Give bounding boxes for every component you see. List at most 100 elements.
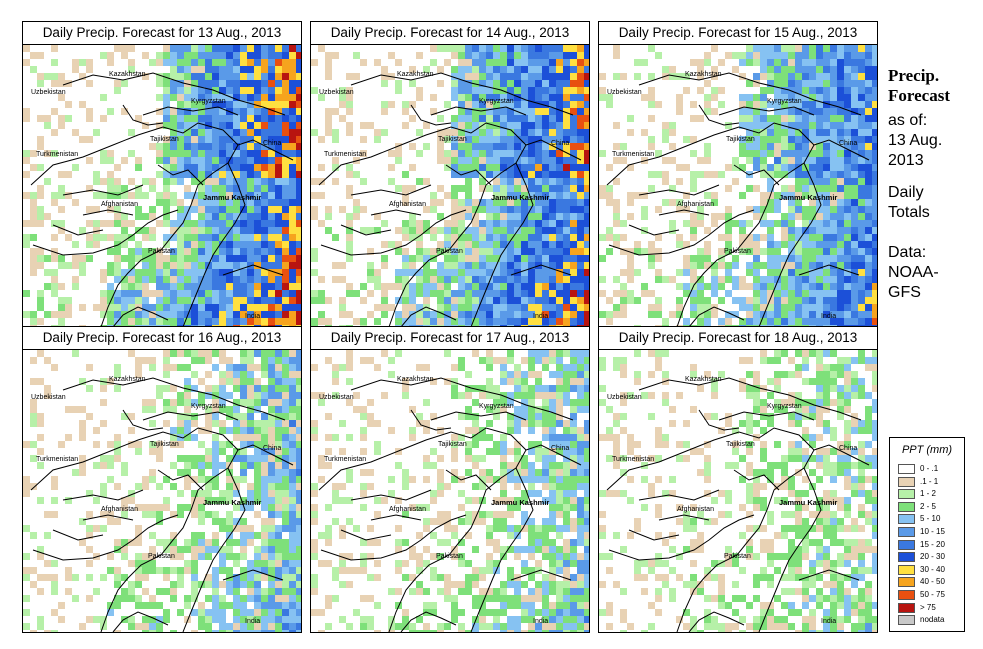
legend-title: PPT (mm) — [901, 444, 953, 456]
ppt-legend: PPT (mm) 0 - .1 .1 - 1 1 - 2 2 - 5 5 - 10 10 … — [889, 437, 965, 632]
legend-swatch — [898, 577, 915, 588]
legend-swatch — [898, 501, 915, 512]
map-label-pakistan: Pakistan — [436, 248, 463, 255]
map-canvas: Kazakhstan Uzbekistan Kyrgyzstan Tajikistan… — [311, 350, 589, 632]
map-label-uzbekistan: Uzbekistan — [31, 394, 66, 401]
map-label-afghanistan: Afghanistan — [389, 201, 426, 208]
map-label-kazakhstan: Kazakhstan — [685, 71, 722, 78]
country-borders — [606, 72, 870, 327]
panel-title: Daily Precip. Forecast for 13 Aug., 2013 — [22, 21, 302, 45]
map-label-kyrgyzstan: Kyrgyzstan — [767, 403, 802, 410]
as-of-block: as of: 13 Aug. 2013 — [888, 111, 980, 171]
side-title: Precip. Forecast — [888, 66, 978, 106]
map-label-turkmenistan: Turkmenistan — [612, 151, 654, 158]
forecast-panel-3: Daily Precip. Forecast for 15 Aug., 2013… — [598, 21, 878, 328]
country-borders — [318, 377, 582, 632]
panel-title: Daily Precip. Forecast for 15 Aug., 2013 — [598, 21, 878, 45]
data-source-line1: NOAA- — [888, 264, 939, 281]
legend-label: 0 - .1 — [920, 464, 939, 473]
map-label-turkmenistan: Turkmenistan — [36, 151, 78, 158]
legend-label: nodata — [920, 615, 945, 625]
legend-label: > 75 — [920, 602, 936, 612]
map-label-turkmenistan: Turkmenistan — [36, 456, 78, 463]
map-label-uzbekistan: Uzbekistan — [319, 89, 354, 96]
map-label-kyrgyzstan: Kyrgyzstan — [479, 98, 514, 105]
map-label-kazakhstan: Kazakhstan — [109, 376, 146, 383]
map-label-afghanistan: Afghanistan — [101, 506, 138, 513]
as-of-year: 2013 — [888, 152, 924, 169]
map-label-afghanistan: Afghanistan — [101, 201, 138, 208]
map-label-india: India — [533, 618, 548, 625]
precip-map: Kazakhstan Uzbekistan Kyrgyzstan Tajikistan… — [310, 44, 590, 328]
data-source-block: Data: NOAA- GFS — [888, 243, 980, 303]
country-borders — [30, 72, 294, 327]
precip-map: Kazakhstan Uzbekistan Kyrgyzstan Tajikistan… — [598, 349, 878, 633]
map-label-pakistan: Pakistan — [724, 248, 751, 255]
side-title-line1: Precip. — [888, 66, 940, 85]
map-canvas: Kazakhstan Uzbekistan Kyrgyzstan Tajikistan… — [23, 45, 301, 327]
map-label-jammu-kashmir: Jammu Kashmir — [491, 498, 549, 507]
map-label-uzbekistan: Uzbekistan — [607, 394, 642, 401]
map-label-pakistan: Pakistan — [724, 553, 751, 560]
data-source-line2: GFS — [888, 284, 921, 301]
forecast-panel-4: Daily Precip. Forecast for 16 Aug., 2013… — [22, 326, 302, 633]
panel-title: Daily Precip. Forecast for 17 Aug., 2013 — [310, 326, 590, 350]
country-borders — [318, 72, 582, 327]
map-label-pakistan: Pakistan — [436, 553, 463, 560]
forecast-panel-6: Daily Precip. Forecast for 18 Aug., 2013… — [598, 326, 878, 633]
as-of-date: 13 Aug. — [888, 132, 943, 149]
panel-title: Daily Precip. Forecast for 18 Aug., 2013 — [598, 326, 878, 350]
map-label-kazakhstan: Kazakhstan — [109, 71, 146, 78]
legend-label: 10 - 15 — [920, 527, 945, 536]
map-label-india: India — [245, 313, 260, 320]
map-canvas: Kazakhstan Uzbekistan Kyrgyzstan Tajikistan… — [599, 45, 877, 327]
legend-swatch — [898, 552, 915, 563]
legend-label: 5 - 10 — [920, 514, 941, 524]
map-label-jammu-kashmir: Jammu Kashmir — [203, 193, 261, 202]
map-label-india: India — [821, 618, 836, 625]
map-label-china: China — [839, 140, 857, 147]
legend-label: .1 - 1 — [920, 476, 939, 486]
map-label-tajikistan: Tajikistan — [726, 441, 755, 448]
forecast-panel-1: Daily Precip. Forecast for 13 Aug., 2013… — [22, 21, 302, 328]
precip-grid — [311, 350, 589, 632]
legend-label: 40 - 50 — [920, 577, 945, 587]
map-canvas: Kazakhstan Uzbekistan Kyrgyzstan Tajikistan… — [311, 45, 589, 327]
map-label-jammu-kashmir: Jammu Kashmir — [779, 193, 837, 202]
country-borders — [30, 377, 294, 632]
map-label-kazakhstan: Kazakhstan — [685, 376, 722, 383]
map-label-jammu-kashmir: Jammu Kashmir — [203, 498, 261, 507]
map-label-pakistan: Pakistan — [148, 248, 175, 255]
country-borders — [606, 377, 870, 632]
precip-map: Kazakhstan Uzbekistan Kyrgyzstan Tajikistan… — [310, 349, 590, 633]
map-label-afghanistan: Afghanistan — [677, 201, 714, 208]
forecast-panel-5: Daily Precip. Forecast for 17 Aug., 2013… — [310, 326, 590, 633]
legend-label: 20 - 30 — [920, 552, 945, 562]
totals-block: Daily Totals — [888, 183, 980, 223]
legend-swatch — [898, 602, 915, 613]
map-label-kazakhstan: Kazakhstan — [397, 376, 434, 383]
map-label-india: India — [821, 313, 836, 320]
precip-map: Kazakhstan Uzbekistan Kyrgyzstan Tajikistan… — [598, 44, 878, 328]
map-label-tajikistan: Tajikistan — [150, 136, 179, 143]
legend-swatch — [898, 615, 915, 626]
map-label-pakistan: Pakistan — [148, 553, 175, 560]
precip-map: Kazakhstan Uzbekistan Kyrgyzstan Tajikistan… — [22, 349, 302, 633]
map-label-china: China — [263, 445, 281, 452]
legend-label: 15 - 20 — [920, 539, 945, 549]
panel-title: Daily Precip. Forecast for 14 Aug., 2013 — [310, 21, 590, 45]
map-label-turkmenistan: Turkmenistan — [324, 456, 366, 463]
precip-grid — [599, 350, 877, 632]
map-label-jammu-kashmir: Jammu Kashmir — [779, 498, 837, 507]
legend-swatch — [898, 590, 915, 600]
map-label-china: China — [551, 445, 569, 452]
data-label: Data: — [888, 244, 927, 261]
panel-title: Daily Precip. Forecast for 16 Aug., 2013 — [22, 326, 302, 350]
map-label-china: China — [551, 140, 569, 147]
precip-grid — [599, 45, 877, 327]
legend-swatch — [898, 476, 915, 487]
map-label-india: India — [533, 313, 548, 320]
precip-grid — [23, 350, 301, 632]
legend-label: 50 - 75 — [920, 590, 945, 599]
map-label-turkmenistan: Turkmenistan — [612, 456, 654, 463]
